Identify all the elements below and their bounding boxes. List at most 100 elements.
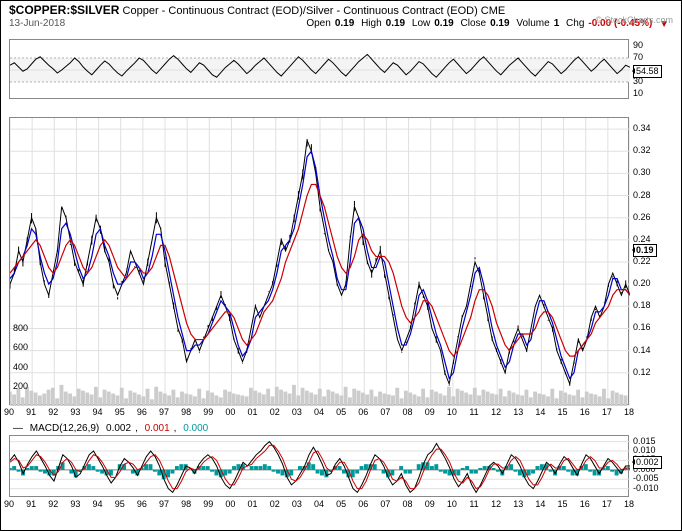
chart-date: 13-Jun-2018	[9, 18, 65, 29]
macd-v3: 0.000	[183, 423, 208, 434]
macd-current-box: 0.002	[633, 456, 662, 469]
main-xtick: 05	[334, 407, 348, 417]
high-label: High	[361, 18, 382, 29]
main-xtick: 13	[511, 407, 525, 417]
rsi-ytick: 70	[633, 52, 643, 62]
macd-xtick: 95	[113, 499, 127, 509]
main-xtick: 98	[179, 407, 193, 417]
main-ytick-left: 400	[13, 362, 28, 372]
main-ytick-right: 0.14	[633, 345, 651, 355]
macd-xtick: 12	[489, 499, 503, 509]
macd-xtick: 15	[556, 499, 570, 509]
main-ytick-right: 0.30	[633, 167, 651, 177]
main-xtick: 97	[157, 407, 171, 417]
close-label: Close	[461, 18, 487, 29]
macd-xtick: 97	[157, 499, 171, 509]
macd-xtick: 18	[622, 499, 636, 509]
macd-panel	[9, 435, 629, 497]
main-xtick: 04	[312, 407, 326, 417]
rsi-ytick: 10	[633, 88, 643, 98]
main-xtick: 02	[268, 407, 282, 417]
macd-xtick: 00	[223, 499, 237, 509]
macd-xtick: 90	[2, 499, 16, 509]
main-ytick-right: 0.24	[633, 234, 651, 244]
main-xtick: 17	[600, 407, 614, 417]
rsi-panel	[9, 39, 629, 99]
macd-ytick: 0.010	[633, 445, 656, 455]
main-xtick: 00	[223, 407, 237, 417]
macd-xtick: 05	[334, 499, 348, 509]
main-xtick: 94	[91, 407, 105, 417]
main-current-box: 0.19	[633, 244, 657, 257]
main-ytick-right: 0.26	[633, 212, 651, 222]
main-ytick-right: 0.28	[633, 190, 651, 200]
macd-xtick: 04	[312, 499, 326, 509]
main-ytick-left: 200	[13, 381, 28, 391]
macd-xtick: 02	[268, 499, 282, 509]
macd-xtick: 94	[91, 499, 105, 509]
macd-xtick: 91	[24, 499, 38, 509]
macd-xtick: 10	[445, 499, 459, 509]
main-ytick-right: 0.32	[633, 145, 651, 155]
macd-v1: 0.002	[106, 423, 131, 434]
main-xtick: 99	[201, 407, 215, 417]
macd-xtick: 01	[246, 499, 260, 509]
close-value: 0.19	[490, 18, 509, 29]
main-xtick: 08	[401, 407, 415, 417]
main-xtick: 15	[556, 407, 570, 417]
open-value: 0.19	[335, 18, 354, 29]
macd-xtick: 09	[423, 499, 437, 509]
main-xtick: 93	[68, 407, 82, 417]
main-panel	[9, 117, 629, 405]
macd-xtick: 92	[46, 499, 60, 509]
main-xtick: 06	[356, 407, 370, 417]
vol-label: Volume	[516, 18, 549, 29]
main-ytick-right: 0.18	[633, 300, 651, 310]
open-label: Open	[306, 18, 330, 29]
main-xtick: 09	[423, 407, 437, 417]
macd-ytick: -0.005	[633, 473, 659, 483]
vol-value: 1	[554, 18, 560, 29]
macd-legend: — MACD(12,26,9) 0.002, 0.001, 0.000	[13, 423, 212, 434]
main-xtick: 90	[2, 407, 16, 417]
main-ytick-right: 0.16	[633, 322, 651, 332]
macd-xtick: 93	[68, 499, 82, 509]
chart-title-line: $COPPER:$SILVER Copper - Continuous Cont…	[9, 3, 673, 17]
macd-xtick: 98	[179, 499, 193, 509]
macd-xtick: 14	[533, 499, 547, 509]
macd-xtick: 96	[135, 499, 149, 509]
main-xtick: 96	[135, 407, 149, 417]
attribution: © StockCharts.com	[595, 15, 673, 25]
rsi-current-box: 54.58	[633, 65, 662, 78]
macd-xtick: 11	[467, 499, 481, 509]
main-ytick-left: 600	[13, 342, 28, 352]
main-xtick: 11	[467, 407, 481, 417]
chg-label: Chg	[566, 18, 584, 29]
main-ytick-right: 0.20	[633, 278, 651, 288]
rsi-ytick: 90	[633, 40, 643, 50]
main-chart	[10, 118, 630, 406]
description: Copper - Continuous Contract (EOD)/Silve…	[123, 5, 478, 17]
macd-legend-label: MACD(12,26,9)	[30, 423, 99, 434]
macd-ytick: -0.010	[633, 483, 659, 493]
main-xtick: 03	[290, 407, 304, 417]
main-xtick: 18	[622, 407, 636, 417]
chart-container: $COPPER:$SILVER Copper - Continuous Cont…	[0, 0, 682, 531]
chart-header: $COPPER:$SILVER Copper - Continuous Cont…	[9, 3, 673, 29]
macd-xtick: 07	[378, 499, 392, 509]
main-ytick-right: 0.12	[633, 367, 651, 377]
macd-xtick: 99	[201, 499, 215, 509]
high-value: 0.19	[386, 18, 405, 29]
rsi-chart	[10, 40, 630, 100]
macd-xtick: 03	[290, 499, 304, 509]
main-ytick-left: 800	[13, 323, 28, 333]
low-label: Low	[412, 18, 430, 29]
macd-line-icon: —	[13, 423, 23, 434]
macd-xtick: 13	[511, 499, 525, 509]
macd-xtick: 16	[578, 499, 592, 509]
macd-ytick: 0.015	[633, 436, 656, 446]
exchange: CME	[481, 5, 505, 17]
low-value: 0.19	[434, 18, 453, 29]
main-ytick-right: 0.22	[633, 256, 651, 266]
main-xtick: 14	[533, 407, 547, 417]
